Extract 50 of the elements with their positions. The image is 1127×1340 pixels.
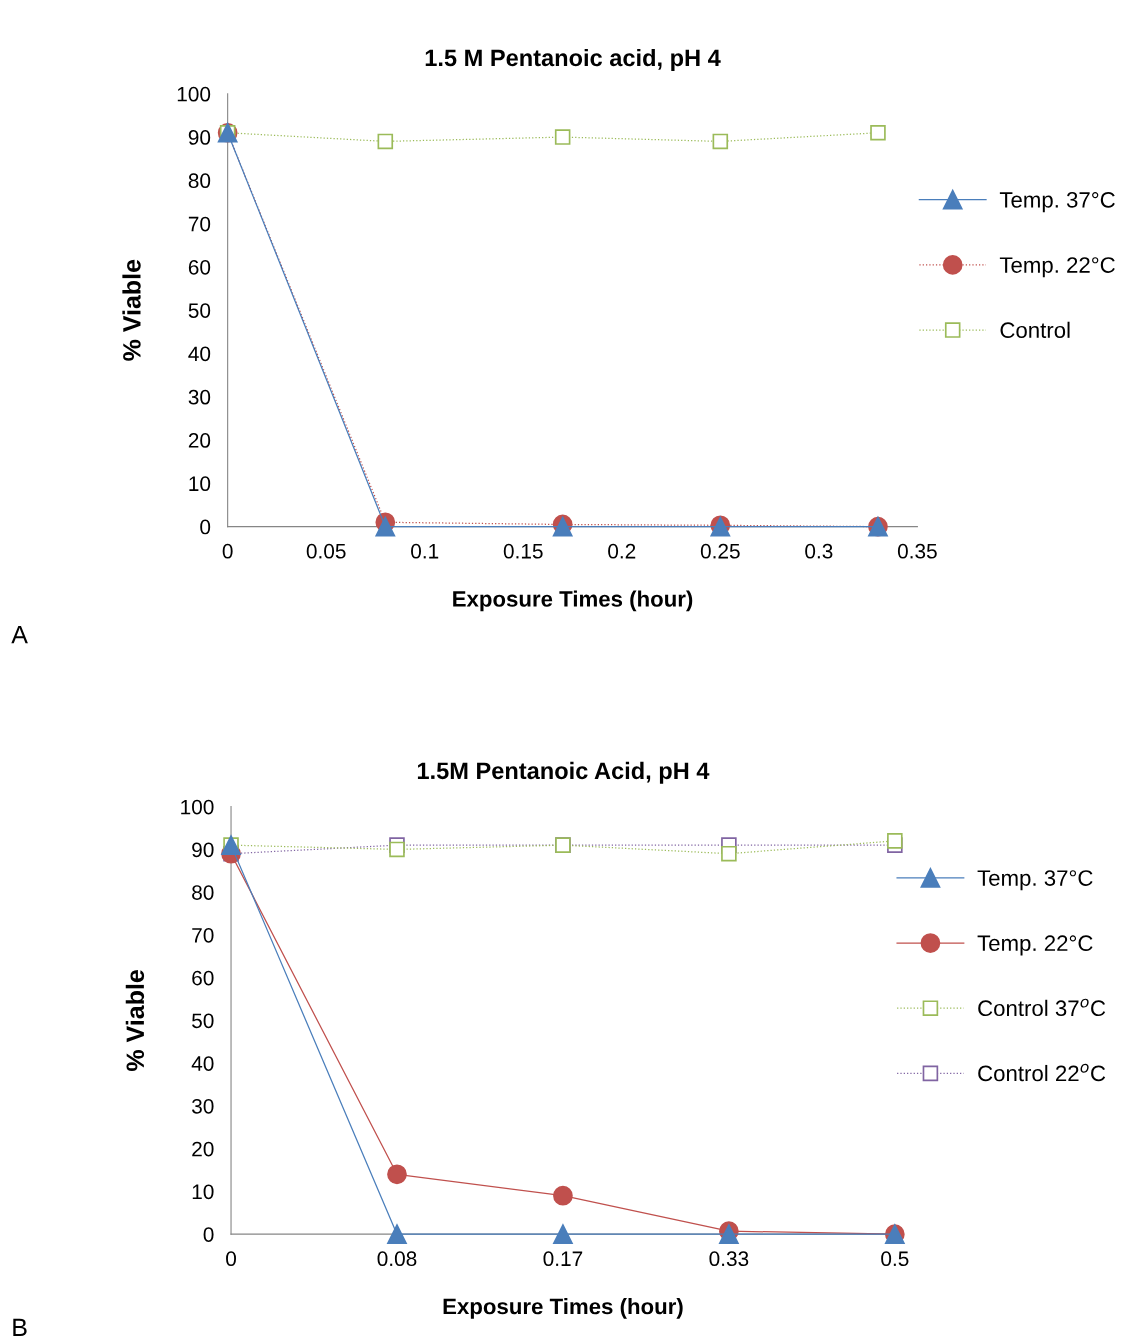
chart-title: 1.5 M Pentanoic acid, pH 4	[425, 48, 721, 71]
x-tick-label: 0.08	[377, 1251, 417, 1267]
legend-label: Control	[1000, 321, 1070, 339]
y-tick-label: 0	[200, 519, 211, 535]
chart-title: 1.5M Pentanoic Acid, pH 4	[417, 761, 710, 784]
x-tick-label: 0.17	[543, 1251, 583, 1267]
y-tick-label: 50	[192, 1013, 214, 1029]
y-tick-label: 70	[192, 927, 214, 943]
legend-label: Control 22$^{o}$C	[978, 1063, 1106, 1082]
x-tick-label: 0.2	[608, 543, 636, 559]
y-tick-label: 90	[192, 842, 214, 858]
y-tick-label: 40	[188, 346, 211, 362]
y-tick-label: 30	[191, 1098, 214, 1114]
y-tick-label: 20	[192, 1141, 214, 1157]
legend-label: Temp. 22°C	[977, 935, 1093, 956]
x-tick-label: 0.33	[709, 1251, 749, 1267]
y-tick-label: 80	[188, 173, 211, 189]
legend-label: Temp. 37°C	[977, 870, 1093, 891]
x-tick-label: 0.15	[503, 543, 543, 559]
y-tick-label: 80	[192, 885, 214, 900]
y-tick-label: 70	[188, 216, 211, 232]
y-tick-label: 20	[188, 433, 211, 448]
x-tick-label: 0	[226, 1251, 237, 1267]
x-tick-label: 0	[222, 543, 233, 559]
x-tick-label: 0.3	[805, 543, 833, 559]
x-tick-label: 0.5	[881, 1251, 909, 1267]
y-tick-label: 0	[203, 1227, 214, 1242]
y-tick-label: 30	[188, 389, 211, 405]
y-tick-label: 50	[188, 303, 211, 318]
x-axis-title: Exposure Times (hour)	[443, 1298, 683, 1319]
x-tick-label: 0.1	[411, 543, 439, 559]
x-axis-title: Exposure Times (hour)	[453, 590, 693, 612]
y-axis-title: % Viable	[122, 259, 141, 361]
y-axis-title: % Viable	[125, 970, 145, 1071]
y-tick-label: 10	[189, 476, 211, 492]
text: A	[11, 626, 28, 644]
y-tick-label: 40	[191, 1056, 214, 1071]
y-tick-label: 90	[188, 130, 211, 145]
legend-label: Temp. 22°C	[999, 257, 1115, 278]
legend-label: Control 37$^{o}$C	[978, 998, 1106, 1017]
y-tick-label: 60	[192, 970, 214, 986]
x-tick-label: 0.35	[897, 543, 937, 559]
y-tick-label: 60	[188, 259, 211, 275]
y-tick-label: 100	[177, 86, 211, 102]
x-tick-label: 0.25	[700, 543, 740, 559]
y-tick-label: 10	[192, 1184, 214, 1200]
x-tick-label: 0.05	[306, 543, 346, 559]
y-tick-label: 100	[181, 799, 214, 815]
legend-label: Temp. 37°C	[999, 192, 1115, 213]
text: B	[13, 1318, 27, 1336]
